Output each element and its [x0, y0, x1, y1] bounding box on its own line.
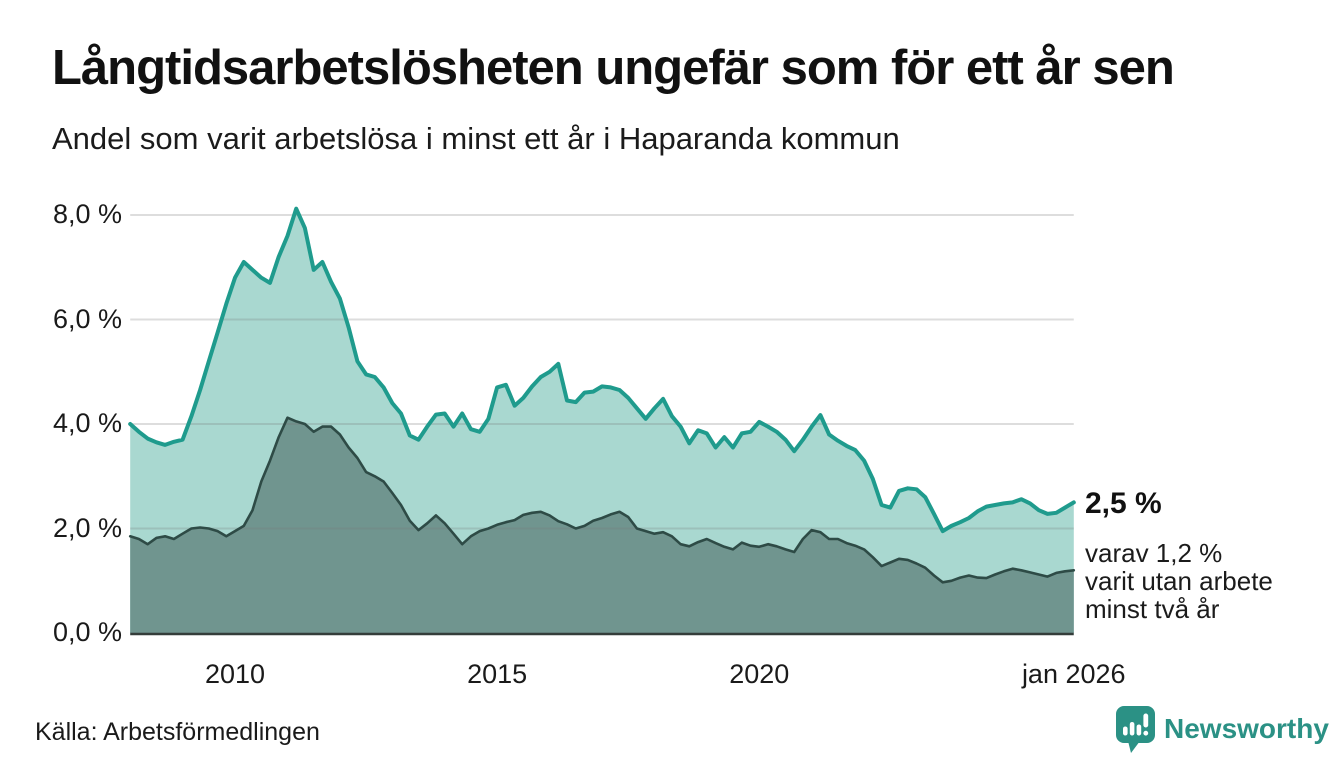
breakdown-label: varav 1,2 % varit utan arbete minst två …: [1085, 539, 1273, 623]
breakdown-line-1: varav 1,2 %: [1085, 538, 1223, 568]
y-axis-tick-label: 2,0 %: [52, 512, 122, 543]
breakdown-line-3: minst två år: [1085, 594, 1220, 624]
newsworthy-icon: [1116, 706, 1155, 753]
source-credit: Källa: Arbetsförmedlingen: [35, 718, 320, 746]
y-axis-tick-label: 0,0 %: [52, 617, 122, 647]
x-axis-tick-label: 2010: [204, 659, 266, 689]
series-line-1yr: [128, 206, 1076, 534]
y-axis-tick-label: 8,0 %: [52, 199, 122, 229]
y-axis-tick-label: 6,0 %: [52, 303, 122, 334]
y-axis-tick-label: 4,0 %: [52, 408, 122, 438]
area-fill-2yr: [130, 417, 1074, 633]
brand-logo: Newsworthy: [1116, 706, 1329, 754]
page-subtitle: Andel som varit arbetslösa i minst ett å…: [52, 121, 900, 156]
x-axis-tick-label: 2020: [729, 659, 790, 689]
latest-value-label: 2,5 %: [1085, 487, 1162, 520]
x-axis-tick-label: jan 2026: [1021, 659, 1126, 689]
brand-name: Newsworthy: [1164, 713, 1329, 744]
series-line-2yr: [128, 416, 1076, 584]
breakdown-line-2: varit utan arbete: [1085, 566, 1273, 596]
x-axis-tick-label: 2015: [467, 659, 528, 689]
page-title: Långtidsarbetslösheten ungefär som för e…: [52, 41, 1175, 95]
